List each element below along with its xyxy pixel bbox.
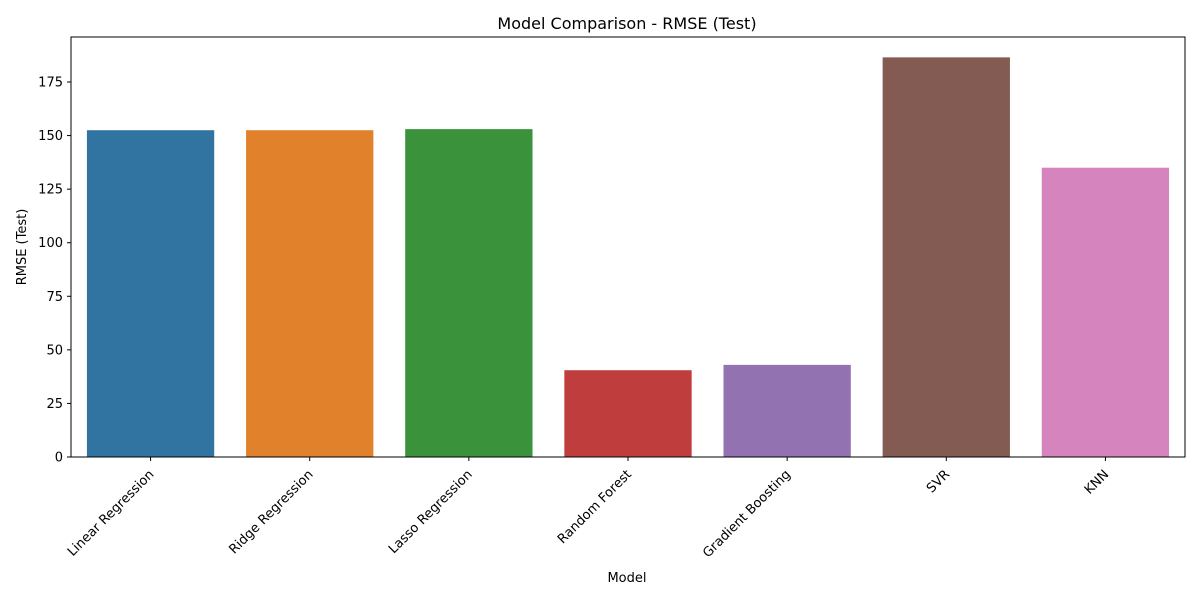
x-tick-label: KNN bbox=[1082, 467, 1112, 497]
x-axis: Linear Regression Ridge Regression Lasso R… bbox=[65, 457, 1112, 561]
bar bbox=[1041, 167, 1170, 457]
y-axis-label: RMSE (Test) bbox=[15, 209, 30, 286]
plot-area bbox=[86, 57, 1170, 458]
bar bbox=[246, 130, 374, 457]
y-axis: 0 25 50 75 100 125 150 175 bbox=[38, 76, 71, 466]
x-axis-label: Model bbox=[607, 571, 646, 586]
bar bbox=[86, 130, 215, 457]
x-tick-label: Gradient Boosting bbox=[700, 467, 794, 561]
bar bbox=[882, 57, 1010, 458]
x-tick-label: Random Forest bbox=[555, 467, 635, 547]
x-tick-label: Linear Regression bbox=[65, 467, 157, 559]
y-tick-label: 100 bbox=[38, 236, 63, 251]
y-tick-label: 150 bbox=[38, 129, 63, 144]
chart-title: Model Comparison - RMSE (Test) bbox=[497, 14, 756, 33]
y-tick-label: 75 bbox=[46, 290, 63, 305]
bar bbox=[723, 364, 851, 457]
y-tick-label: 25 bbox=[46, 397, 63, 412]
plot-frame bbox=[70, 36, 1186, 458]
x-tick-label: Ridge Regression bbox=[226, 467, 316, 557]
x-tick-label: SVR bbox=[924, 467, 953, 496]
y-tick-label: 125 bbox=[38, 183, 63, 198]
bar bbox=[564, 370, 692, 457]
y-tick-label: 175 bbox=[38, 76, 63, 91]
x-tick-label: Lasso Regression bbox=[386, 467, 476, 557]
y-tick-label: 0 bbox=[55, 451, 63, 466]
y-tick-label: 50 bbox=[46, 343, 63, 358]
bar bbox=[405, 129, 533, 457]
